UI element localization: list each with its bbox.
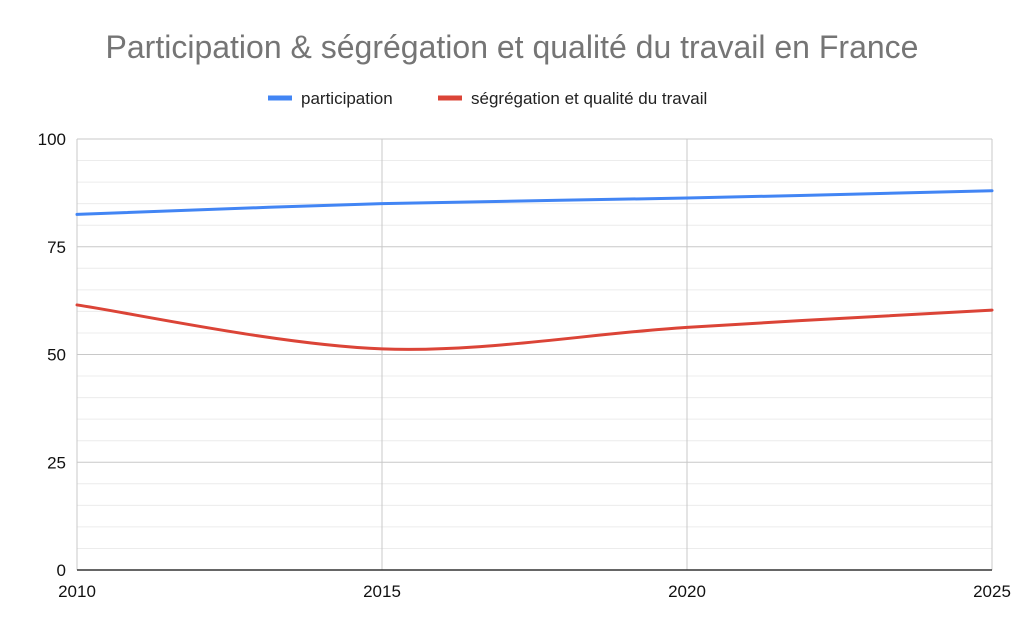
y-tick-label: 0 [57,561,66,580]
series-line-participation [75,189,994,216]
grid [76,138,993,571]
x-tick-label: 2020 [668,582,706,601]
y-tick-label: 75 [47,238,66,257]
y-tick-label: 50 [47,346,66,365]
tick-labels: 0 25 50 75 100 2010 2015 2020 2025 [38,130,1011,601]
legend: participation ségrégation et qualité du … [268,89,707,108]
legend-label-segregation: ségrégation et qualité du travail [471,89,707,108]
x-tick-label: 2010 [58,582,96,601]
x-tick-label: 2015 [363,582,401,601]
legend-label-participation: participation [301,89,393,108]
y-tick-label: 25 [47,453,66,472]
series-line-segregation [75,303,994,351]
x-tick-label: 2025 [973,582,1011,601]
y-tick-label: 100 [38,130,66,149]
series-layer [75,189,994,351]
chart-title: Participation & ségrégation et qualité d… [106,29,919,65]
